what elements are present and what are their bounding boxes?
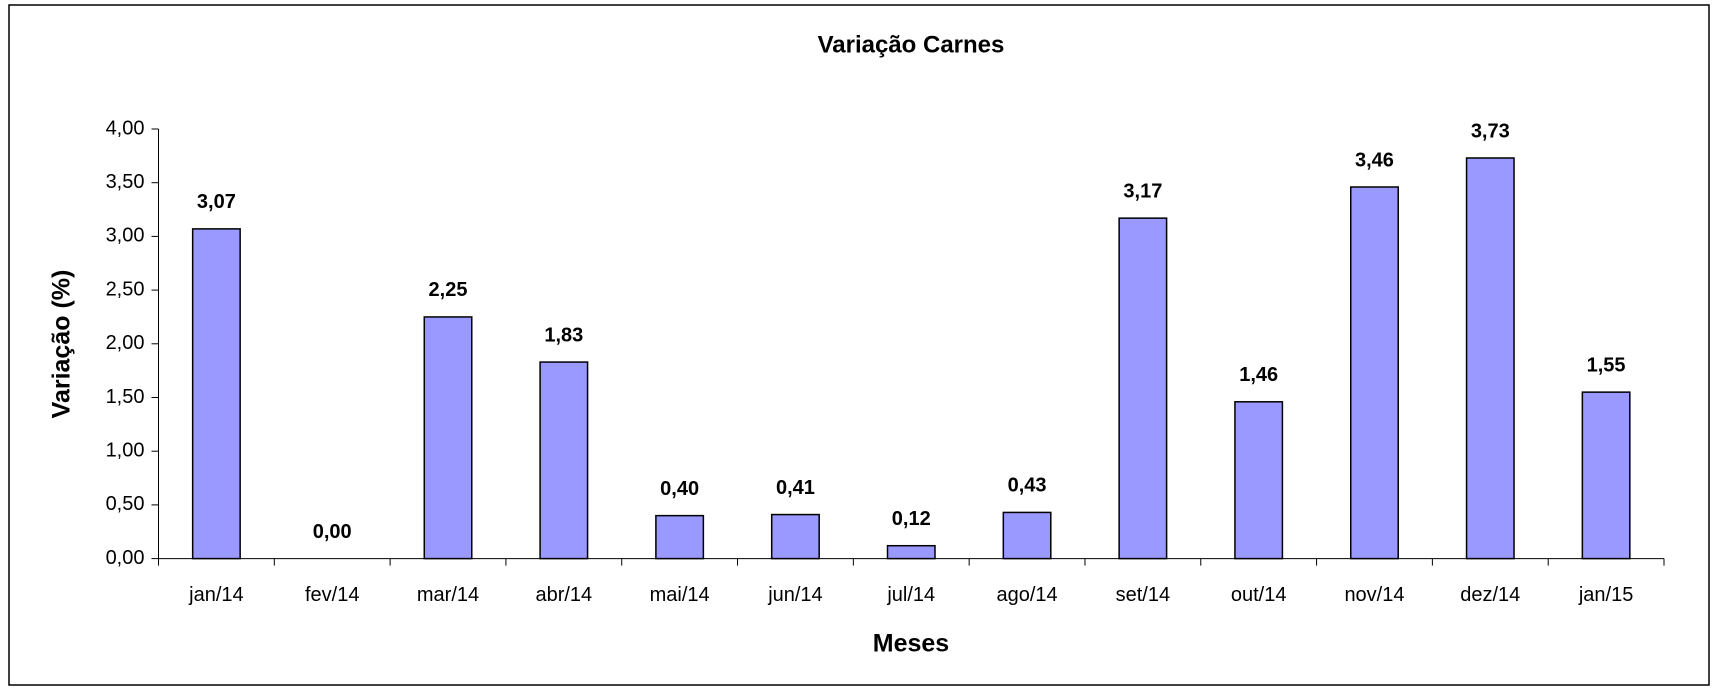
y-tick-label: 3,00	[106, 225, 145, 247]
bar	[886, 544, 936, 560]
x-tick-label: jul/14	[886, 584, 935, 606]
data-label: 0,41	[776, 477, 815, 499]
data-label: 1,46	[1239, 364, 1278, 386]
x-tick-label: ago/14	[996, 584, 1057, 606]
y-tick-label: 1,50	[106, 386, 145, 408]
bar	[191, 228, 241, 560]
bar	[1465, 157, 1515, 560]
data-label: 0,43	[1008, 475, 1047, 497]
x-tick-label: fev/14	[305, 584, 359, 606]
x-tick-label: set/14	[1116, 584, 1170, 606]
data-label: 3,73	[1471, 120, 1510, 142]
bar	[1581, 391, 1631, 560]
bar	[1349, 186, 1399, 560]
bar	[1002, 511, 1052, 560]
data-label: 0,40	[660, 478, 699, 500]
data-label: 1,55	[1587, 354, 1626, 376]
x-tick-label: out/14	[1231, 584, 1287, 606]
y-tick-label: 0,00	[106, 547, 145, 569]
bar	[423, 316, 473, 560]
x-tick-label: mar/14	[417, 584, 479, 606]
data-label: 0,00	[313, 521, 352, 543]
x-axis-label: Meses	[873, 630, 949, 658]
chart-title: Variação Carnes	[818, 31, 1005, 58]
x-tick-label: abr/14	[535, 584, 592, 606]
data-label: 3,46	[1355, 149, 1394, 171]
bar	[1118, 217, 1168, 560]
bar	[655, 514, 705, 560]
chart-border	[8, 4, 1710, 686]
y-tick-label: 2,50	[106, 278, 145, 300]
x-tick-label: dez/14	[1460, 584, 1520, 606]
x-tick-label: nov/14	[1344, 584, 1404, 606]
y-tick-label: 2,00	[106, 332, 145, 354]
x-tick-label: mai/14	[650, 584, 710, 606]
y-axis-label: Variação (%)	[48, 270, 76, 419]
data-label: 1,83	[544, 324, 583, 346]
y-tick-label: 4,00	[106, 117, 145, 139]
y-tick-label: 1,00	[106, 439, 145, 461]
x-tick-label: jan/14	[188, 584, 244, 606]
data-label: 3,17	[1123, 180, 1162, 202]
bar	[1234, 401, 1284, 560]
bar	[770, 513, 820, 560]
data-label: 3,07	[197, 191, 236, 213]
data-label: 0,12	[892, 508, 931, 530]
data-label: 2,25	[429, 279, 468, 301]
y-tick-label: 3,50	[106, 171, 145, 193]
x-tick-label: jun/14	[767, 584, 823, 606]
y-tick-label: 0,50	[106, 493, 145, 515]
bar	[539, 361, 589, 560]
x-tick-label: jan/15	[1578, 584, 1634, 606]
